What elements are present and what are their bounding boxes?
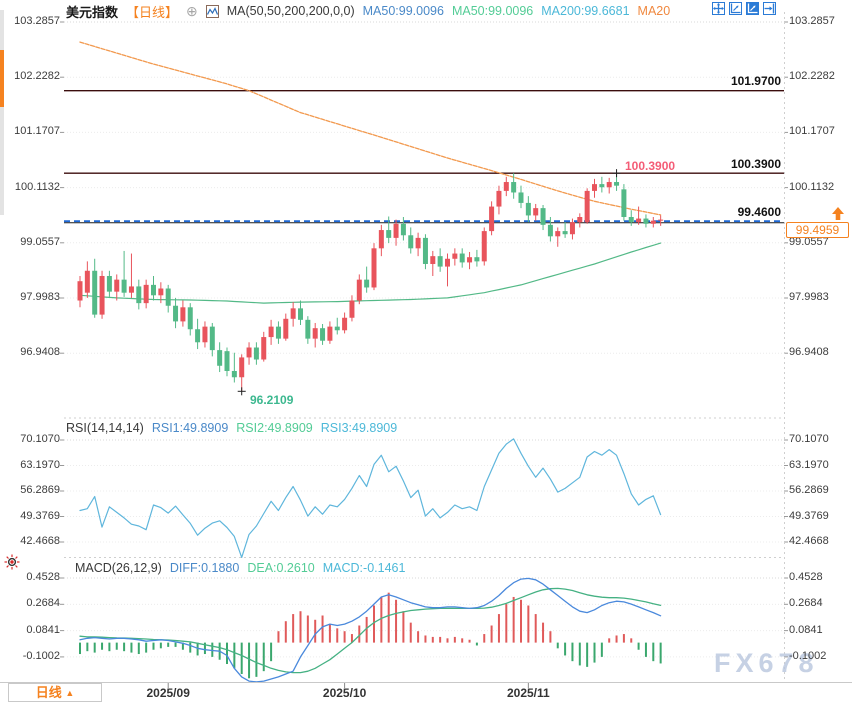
last-price-badge: 99.4959 bbox=[786, 222, 849, 238]
main-chart-header: 美元指数 【日线】 ⊕ MA(50,50,200,200,0,0) MA50:9… bbox=[66, 2, 671, 20]
symbol-name: 美元指数 bbox=[66, 4, 119, 20]
chevron-up-icon: ▲ bbox=[65, 688, 75, 698]
ma-lines bbox=[79, 41, 662, 304]
ma50-value-2: MA50:99.0096 bbox=[451, 4, 534, 18]
macd-diff-value: DIFF:0.1880 bbox=[169, 561, 240, 575]
gridlines bbox=[60, 12, 788, 681]
time-axis-bar bbox=[0, 682, 852, 702]
ma-settings-label: MA(50,50,200,200,0,0) bbox=[226, 4, 355, 18]
macd-dea-value: DEA:0.2610 bbox=[247, 561, 315, 575]
price-up-arrow-icon bbox=[831, 207, 845, 226]
ma50-value-1: MA50:99.0096 bbox=[362, 4, 444, 18]
rsi2-value: RSI2:49.8909 bbox=[236, 421, 313, 435]
rsi-settings-label: RSI(14,14,14) bbox=[66, 421, 144, 435]
left-scrollbar-thumb[interactable] bbox=[0, 50, 4, 107]
rsi3-value: RSI3:49.8909 bbox=[320, 421, 398, 435]
rsi-line bbox=[79, 438, 662, 558]
rsi1-value: RSI1:49.8909 bbox=[151, 421, 229, 435]
macd-panel bbox=[79, 577, 662, 683]
exit-right-icon[interactable] bbox=[763, 2, 776, 15]
macd-settings-label: MACD(26,12,9) bbox=[75, 561, 162, 575]
chart-type-icon[interactable] bbox=[205, 4, 219, 18]
left-scrollbar-track bbox=[0, 10, 4, 215]
add-indicator-icon[interactable]: ⊕ bbox=[186, 2, 198, 19]
period-tag: 【日线】 bbox=[126, 4, 179, 20]
price-level-lines bbox=[64, 89, 784, 224]
chart-toolbar bbox=[712, 2, 776, 15]
extreme-markers bbox=[237, 169, 621, 396]
indicator-settings-icon[interactable] bbox=[4, 554, 20, 575]
period-selector-label: 日线 bbox=[35, 685, 62, 700]
rsi-header: RSI(14,14,14) RSI1:49.8909 RSI2:49.8909 … bbox=[66, 420, 397, 436]
ma200-value: MA200:99.6681 bbox=[541, 4, 630, 18]
candlestick-series bbox=[77, 173, 664, 392]
macd-value: MACD:-0.1461 bbox=[322, 561, 406, 575]
pan-icon[interactable] bbox=[712, 2, 725, 15]
ma20-label: MA20 bbox=[637, 4, 671, 18]
macd-header: MACD(26,12,9) DIFF:0.1880 DEA:0.2610 MAC… bbox=[75, 560, 405, 576]
axis-scale-icon[interactable] bbox=[729, 2, 742, 15]
period-selector-button[interactable]: 日线 ▲ bbox=[8, 683, 102, 702]
axis-scale-active-icon[interactable] bbox=[746, 2, 759, 15]
fx678-watermark: FX678 bbox=[714, 648, 819, 678]
